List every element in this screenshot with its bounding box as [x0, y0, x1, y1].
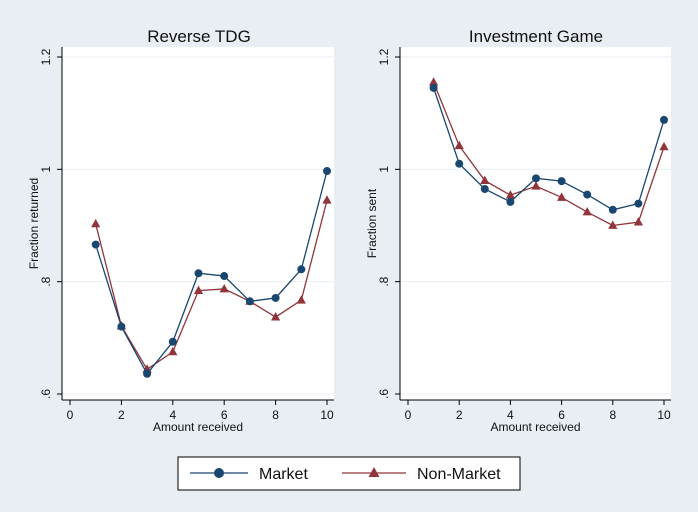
- data-point-non-market: [454, 140, 464, 150]
- data-point-non-market: [531, 181, 541, 190]
- chart-title: Reverse TDG: [147, 27, 251, 46]
- data-point-non-market: [582, 207, 592, 216]
- series-line-non-market: [95, 200, 328, 371]
- x-tick-label: 10: [657, 408, 671, 422]
- x-tick-label: 0: [405, 408, 412, 422]
- data-point-market: [271, 293, 280, 302]
- y-tick-label: 1: [377, 166, 391, 173]
- chart-title: Investment Game: [469, 27, 603, 46]
- data-point-non-market: [659, 141, 669, 151]
- y-axis-label: Fraction returned: [27, 178, 41, 269]
- data-point-market: [634, 199, 643, 208]
- x-tick-label: 0: [67, 408, 74, 422]
- x-tick-label: 6: [558, 408, 565, 422]
- data-point-market: [480, 184, 489, 193]
- y-tick-label: .6: [39, 389, 53, 399]
- legend: Market Non-Market: [177, 456, 521, 491]
- y-axis-label: Fraction sent: [365, 188, 379, 258]
- data-point-market: [455, 159, 464, 168]
- x-tick-label: 8: [609, 408, 616, 422]
- data-point-non-market: [633, 217, 643, 226]
- legend-marker-triangle: [368, 467, 380, 477]
- data-point-market: [245, 297, 254, 306]
- data-point-market: [117, 322, 126, 331]
- data-point-non-market: [322, 195, 332, 204]
- data-point-non-market: [557, 192, 567, 201]
- data-point-market: [557, 177, 566, 186]
- data-point-market: [583, 190, 592, 199]
- y-tick-label: .8: [377, 276, 391, 286]
- panel-reverse-tdg: .6 .8 1 1.2 0 2 4 6 8 10 Reverse TDG Amount receive…: [27, 27, 334, 434]
- data-point-non-market: [480, 175, 490, 184]
- data-point-market: [429, 83, 438, 92]
- data-point-non-market: [608, 220, 618, 229]
- data-point-market: [297, 265, 306, 274]
- legend-label: Market: [259, 466, 308, 483]
- panel-investment-game: .6 .8 1 1.2 0 2 4 6 8 10 Investment Game Amount rec…: [365, 27, 671, 434]
- y-tick-label: 1.2: [39, 48, 53, 65]
- x-tick-label: 6: [221, 408, 228, 422]
- y-tick-label: 1.2: [377, 48, 391, 65]
- data-point-market: [608, 205, 617, 214]
- x-axis-label: Amount received: [153, 420, 243, 434]
- legend-label: Non-Market: [417, 466, 501, 483]
- data-point-market: [168, 337, 177, 346]
- data-point-non-market: [91, 218, 101, 228]
- data-point-market: [323, 167, 331, 176]
- y-tick-label: 1: [39, 166, 53, 173]
- data-point-market: [660, 115, 668, 124]
- series-line-market: [95, 170, 328, 375]
- series-line-market: [432, 87, 665, 211]
- data-point-non-market: [296, 295, 306, 304]
- y-tick-label: .6: [377, 389, 391, 399]
- x-axis-label: Amount received: [490, 420, 580, 434]
- data-point-non-market: [219, 283, 229, 293]
- series-line-non-market: [432, 82, 665, 227]
- data-point-market: [194, 269, 203, 278]
- data-point-non-market: [429, 77, 439, 86]
- data-point-market: [506, 197, 515, 206]
- data-point-non-market: [505, 190, 515, 199]
- data-point-non-market: [193, 285, 204, 295]
- x-tick-label: 10: [320, 408, 334, 422]
- data-point-market: [143, 369, 152, 378]
- y-tick-label: .8: [39, 276, 53, 286]
- data-point-market: [532, 174, 540, 183]
- x-tick-label: 2: [456, 408, 463, 422]
- x-tick-label: 2: [118, 408, 125, 422]
- data-point-non-market: [168, 346, 178, 356]
- x-tick-label: 4: [169, 408, 176, 422]
- plot-area: [62, 47, 334, 400]
- x-tick-label: 8: [272, 408, 279, 422]
- data-point-non-market: [271, 312, 281, 321]
- x-tick-label: 4: [507, 408, 514, 422]
- data-point-market: [91, 240, 100, 249]
- legend-marker-circle: [214, 468, 224, 478]
- data-point-market: [220, 272, 229, 281]
